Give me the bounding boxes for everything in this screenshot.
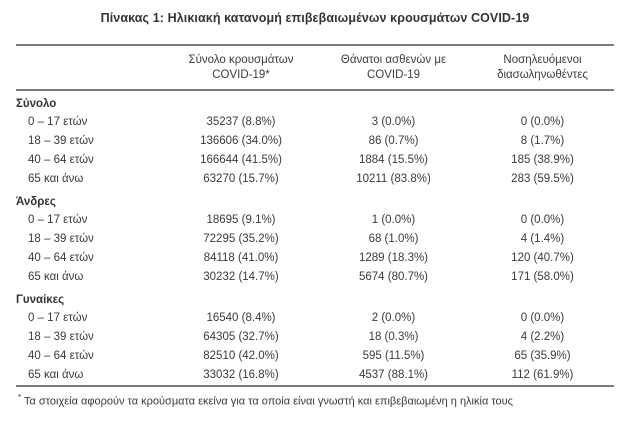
intubated-value: 112 (61.9%) [511,369,574,381]
section-header-men: Άνδρες [16,189,614,211]
section-label: Σύνολο [16,98,57,110]
table-row: 0 – 17 ετών 18695 (9.1%) 1 (0.0%) 0 (0.0… [16,211,614,230]
table-title: Πίνακας 1: Ηλικιακή κατανομή επιβεβαιωμέ… [100,11,530,25]
intubated-value: 0 (0.0%) [520,116,565,128]
section-label: Γυναίκες [16,294,65,306]
cases-value: 35237 (8.8%) [206,116,276,128]
table-row: 18 – 39 ετών 136606 (34.0%) 86 (0.7%) 8 … [16,132,614,151]
intubated-value: 65 (35.9%) [514,350,571,362]
table-header-row: Σύνολο κρουσμάτων COVID-19* Θάνατοι ασθε… [16,46,614,89]
cases-value: 63270 (15.7%) [203,173,279,185]
age-group-label: 65 και άνω [28,369,84,381]
header-deaths: Θάνατοι ασθενών με COVID-19 [316,53,471,83]
header-intubated-line1: Νοσηλευόμενοι [503,54,582,66]
table-top-rule [16,44,614,46]
cases-value: 33032 (16.8%) [203,369,279,381]
table-bottom-rule [16,385,614,387]
table-footnote: * Τα στοιχεία αφορούν τα κρούσματα εκείν… [18,391,614,409]
table-body: Σύνολο 0 – 17 ετών 35237 (8.8%) 3 (0.0%)… [16,91,614,385]
cases-value: 72295 (35.2%) [203,233,279,245]
age-group-label: 65 και άνω [28,271,84,283]
deaths-value: 4537 (88.1%) [358,369,429,381]
header-total-cases: Σύνολο κρουσμάτων COVID-19* [166,53,316,83]
header-total-cases-line1: Σύνολο κρουσμάτων [188,54,294,66]
header-deaths-line1: Θάνατοι ασθενών με [340,54,447,66]
footnote-text: Τα στοιχεία αφορούν τα κρούσματα εκείνα … [21,395,513,408]
table-row: 40 – 64 ετών 166644 (41.5%) 1884 (15.5%)… [16,151,614,170]
age-group-label: 40 – 64 ετών [28,350,94,362]
age-group-label: 40 – 64 ετών [28,154,94,166]
age-group-label: 65 και άνω [28,173,84,185]
table-row: 40 – 64 ετών 84118 (41.0%) 1289 (18.3%) … [16,249,614,268]
table-row: 0 – 17 ετών 16540 (8.4%) 2 (0.0%) 0 (0.0… [16,309,614,328]
intubated-value: 4 (1.4%) [520,233,565,245]
deaths-value: 18 (0.3%) [368,331,419,343]
intubated-value: 283 (59.5%) [511,173,574,185]
deaths-value: 10211 (83.8%) [356,173,431,185]
intubated-value: 0 (0.0%) [520,312,565,324]
table-row: 65 και άνω 33032 (16.8%) 4537 (88.1%) 11… [16,366,614,385]
age-group-label: 18 – 39 ετών [28,331,94,343]
intubated-value: 185 (38.9%) [511,154,574,166]
table-row: 40 – 64 ετών 82510 (42.0%) 595 (11.5%) 6… [16,347,614,366]
cases-value: 18695 (9.1%) [206,214,276,226]
header-empty-cell [16,53,166,83]
cases-value: 16540 (8.4%) [206,312,276,324]
table-row: 18 – 39 ετών 72295 (35.2%) 68 (1.0%) 4 (… [16,230,614,249]
intubated-value: 4 (2.2%) [520,331,565,343]
deaths-value: 1884 (15.5%) [358,154,429,166]
header-total-cases-line2: COVID-19* [212,69,270,81]
deaths-value: 3 (0.0%) [371,116,416,128]
table-row: 65 και άνω 63270 (15.7%) 10211 (83.8%) 2… [16,170,614,189]
age-group-label: 18 – 39 ετών [28,233,94,245]
section-label: Άνδρες [16,196,56,208]
intubated-value: 120 (40.7%) [511,252,574,264]
cases-value: 64305 (32.7%) [203,331,279,343]
age-group-label: 18 – 39 ετών [28,135,94,147]
age-group-label: 0 – 17 ετών [28,312,88,324]
section-header-women: Γυναίκες [16,287,614,309]
cases-value: 84118 (41.0%) [203,252,279,264]
header-deaths-line2: COVID-19 [366,69,421,81]
table-row: 18 – 39 ετών 64305 (32.7%) 18 (0.3%) 4 (… [16,328,614,347]
deaths-value: 595 (11.5%) [362,350,425,362]
table-header-rule [16,89,614,91]
intubated-value: 0 (0.0%) [520,214,565,226]
table-row: 0 – 17 ετών 35237 (8.8%) 3 (0.0%) 0 (0.0… [16,113,614,132]
deaths-value: 5674 (80.7%) [358,271,429,283]
section-header-total: Σύνολο [16,91,614,113]
deaths-value: 68 (1.0%) [368,233,419,245]
cases-value: 82510 (42.0%) [203,350,279,362]
cases-value: 30232 (14.7%) [203,271,279,283]
deaths-value: 2 (0.0%) [371,312,416,324]
intubated-value: 8 (1.7%) [520,135,565,147]
age-distribution-table: Σύνολο κρουσμάτων COVID-19* Θάνατοι ασθε… [16,44,614,387]
header-intubated-line2: διασωληνωθέντες [497,69,588,81]
age-group-label: 0 – 17 ετών [28,214,88,226]
cases-value: 166644 (41.5%) [200,154,282,166]
header-intubated: Νοσηλευόμενοι διασωληνωθέντες [471,53,614,83]
deaths-value: 1 (0.0%) [371,214,416,226]
age-group-label: 40 – 64 ετών [28,252,94,264]
deaths-value: 1289 (18.3%) [358,252,429,264]
footnote-asterisk: * [18,393,22,402]
cases-value: 136606 (34.0%) [200,135,282,147]
intubated-value: 171 (58.0%) [511,271,574,283]
age-group-label: 0 – 17 ετών [28,116,88,128]
deaths-value: 86 (0.7%) [368,135,419,147]
table-row: 65 και άνω 30232 (14.7%) 5674 (80.7%) 17… [16,268,614,287]
